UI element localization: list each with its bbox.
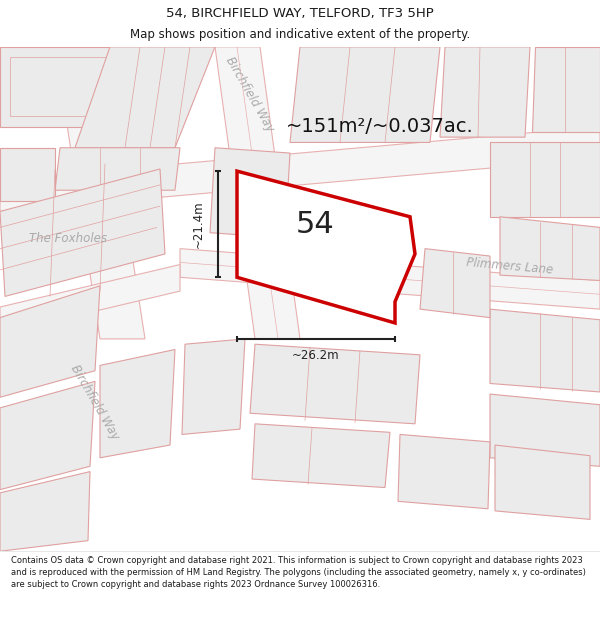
- Polygon shape: [252, 424, 390, 488]
- Text: ~21.4m: ~21.4m: [191, 201, 205, 248]
- Text: Plimmers Lane: Plimmers Lane: [466, 256, 554, 277]
- Polygon shape: [55, 148, 180, 190]
- Text: 54: 54: [296, 210, 334, 239]
- Polygon shape: [210, 148, 290, 238]
- Polygon shape: [0, 169, 165, 296]
- Polygon shape: [495, 445, 590, 519]
- Polygon shape: [490, 309, 600, 392]
- Polygon shape: [440, 47, 530, 137]
- Text: Birchfield Way: Birchfield Way: [223, 55, 277, 134]
- Polygon shape: [0, 148, 55, 201]
- Polygon shape: [100, 349, 175, 458]
- Polygon shape: [10, 58, 130, 116]
- Polygon shape: [215, 47, 300, 339]
- Polygon shape: [0, 381, 95, 489]
- Polygon shape: [237, 171, 415, 323]
- Polygon shape: [490, 394, 600, 466]
- Text: Contains OS data © Crown copyright and database right 2021. This information is : Contains OS data © Crown copyright and d…: [11, 556, 586, 589]
- Polygon shape: [0, 126, 600, 211]
- Polygon shape: [0, 47, 140, 126]
- Polygon shape: [420, 249, 490, 318]
- Polygon shape: [180, 249, 600, 309]
- Polygon shape: [290, 47, 440, 142]
- Polygon shape: [532, 47, 600, 132]
- Polygon shape: [55, 47, 145, 339]
- Polygon shape: [182, 339, 245, 434]
- Polygon shape: [0, 472, 90, 551]
- Text: ~151m²/~0.037ac.: ~151m²/~0.037ac.: [286, 117, 474, 136]
- Polygon shape: [0, 286, 100, 398]
- Text: Map shows position and indicative extent of the property.: Map shows position and indicative extent…: [130, 28, 470, 41]
- Polygon shape: [490, 142, 600, 217]
- Text: The Foxholes: The Foxholes: [29, 231, 107, 244]
- Polygon shape: [398, 434, 490, 509]
- Text: ~26.2m: ~26.2m: [292, 349, 340, 362]
- Polygon shape: [250, 344, 420, 424]
- Text: 54, BIRCHFIELD WAY, TELFORD, TF3 5HP: 54, BIRCHFIELD WAY, TELFORD, TF3 5HP: [166, 7, 434, 19]
- Polygon shape: [0, 264, 180, 334]
- Polygon shape: [500, 217, 600, 281]
- Polygon shape: [75, 47, 215, 148]
- Text: Birchfield Way: Birchfield Way: [68, 362, 122, 442]
